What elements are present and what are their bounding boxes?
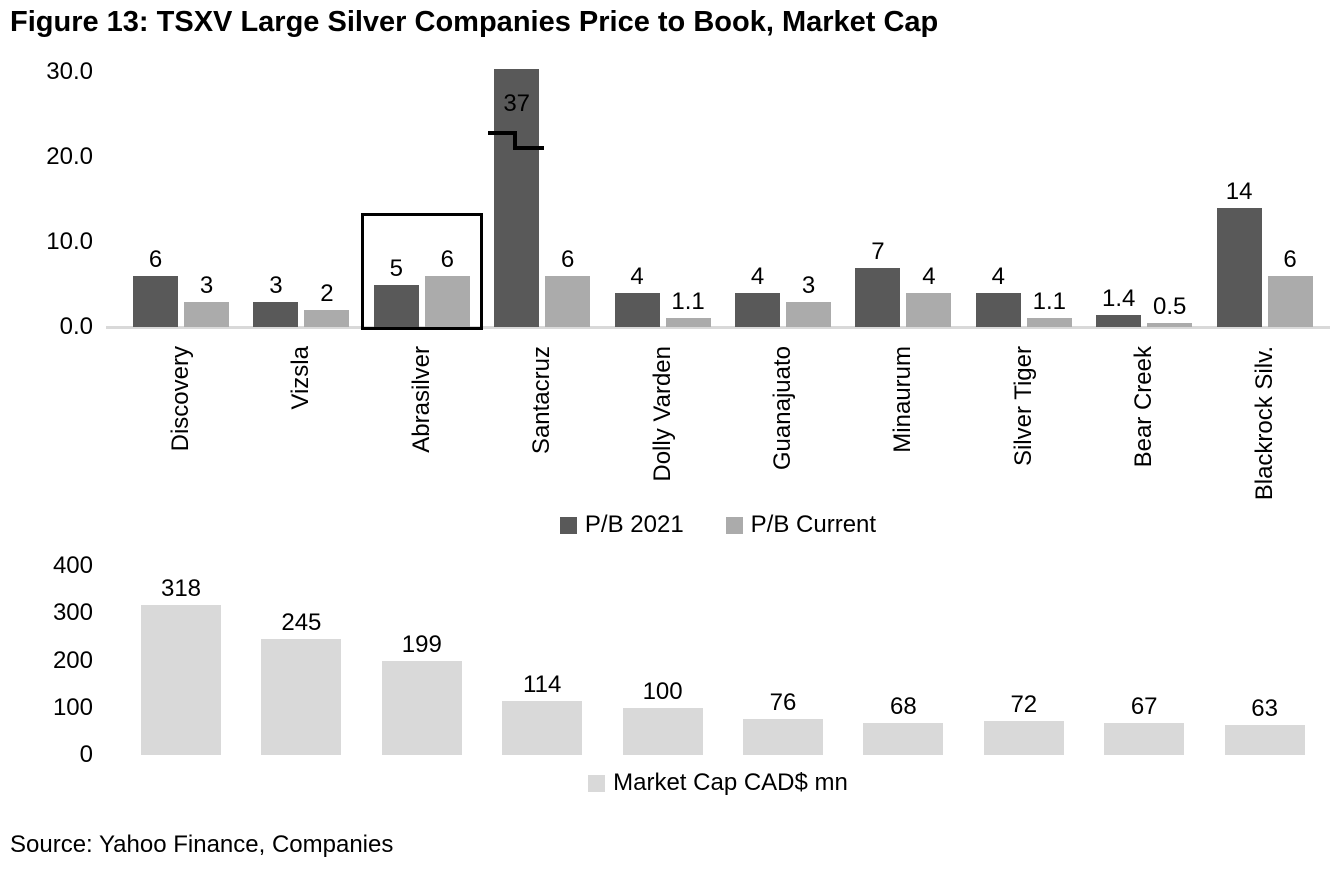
value-label-market-cap-cad-mn-abrasilver: 199: [401, 630, 442, 658]
value-label-p-b-2021-abrasilver: 5: [389, 254, 403, 282]
x-axis-label-bear-creek: Bear Creek: [1130, 346, 1158, 468]
bar-p-b-current-guanajuato: [786, 301, 831, 327]
bar-p-b-2021-silver-tiger: [975, 293, 1021, 327]
axis-break-mark-right: [513, 146, 545, 150]
x-axis-label-discovery: Discovery: [167, 346, 194, 452]
legend-label-p-b-current: P/B Current: [750, 511, 877, 538]
value-label-p-b-current-vizsla: 2: [320, 280, 334, 307]
value-label-p-b-current-blackrock-silv: 6: [1283, 246, 1297, 273]
bar-p-b-2021-santacruz: [494, 69, 540, 327]
legend-label-market-cap-cad-mn: Market Cap CAD$ mn: [613, 769, 848, 796]
legend-item-market-cap-cad-mn: Market Cap CAD$ mn: [588, 769, 848, 797]
bar-market-cap-cad-mn-santacruz: [502, 701, 583, 755]
bar-p-b-current-dolly-varden: [665, 317, 711, 327]
x-axis-label-abrasilver: Abrasilver: [407, 346, 435, 453]
bar-market-cap-cad-mn-discovery: [141, 604, 221, 755]
value-label-market-cap-cad-mn-silver-tiger: 72: [1010, 690, 1038, 718]
bar-p-b-2021-dolly-varden: [614, 293, 660, 327]
bar-p-b-2021-discovery: [133, 276, 178, 327]
bar-market-cap-cad-mn-blackrock-silv: [1224, 725, 1305, 755]
value-label-p-b-current-minaurum: 4: [922, 263, 936, 290]
bar-p-b-current-vizsla: [304, 310, 350, 327]
x-axis-label-blackrock-silv: Blackrock Silv.: [1250, 346, 1278, 501]
legend-item-p-b-2021: P/B 2021: [559, 511, 684, 539]
legend-tsxv-large-silver-companies-price-to-book: P/B 2021 P/B Current: [106, 511, 1330, 539]
value-label-p-b-current-abrasilver: 6: [440, 246, 454, 273]
value-label-p-b-current-santacruz: 6: [561, 246, 575, 273]
x-axis-label-dolly-varden: Dolly Varden: [648, 346, 676, 482]
y-axis-tick-label-10-0: 10.0: [46, 228, 93, 255]
y-axis-tick-label-30-0: 30.0: [46, 58, 93, 85]
axis-break-mark-step: [513, 131, 518, 150]
bar-market-cap-cad-mn-dolly-varden: [622, 707, 703, 755]
y-axis-tick-label-300: 300: [52, 599, 93, 627]
y-axis-tick-label-200: 200: [52, 646, 93, 674]
value-label-market-cap-cad-mn-vizsla: 245: [281, 609, 322, 637]
bar-p-b-2021-vizsla: [253, 301, 299, 327]
x-axis-label-santacruz: Santacruz: [528, 346, 556, 455]
bar-p-b-current-bear-creek: [1147, 322, 1193, 327]
bar-market-cap-cad-mn-bear-creek: [1104, 723, 1185, 755]
legend-label-p-b-2021: P/B 2021: [584, 511, 684, 538]
bar-p-b-current-silver-tiger: [1026, 317, 1072, 327]
x-axis-line: [106, 326, 1330, 329]
bar-p-b-current-santacruz: [545, 276, 591, 327]
x-axis-label-silver-tiger: Silver Tiger: [1009, 346, 1037, 467]
value-label-market-cap-cad-mn-blackrock-silv: 63: [1251, 695, 1278, 723]
bar-p-b-current-blackrock-silv: [1267, 276, 1313, 327]
value-label-p-b-current-discovery: 3: [199, 271, 214, 299]
value-label-market-cap-cad-mn-dolly-varden: 100: [642, 677, 683, 705]
bar-market-cap-cad-mn-abrasilver: [381, 660, 462, 755]
value-label-p-b-2021-guanajuato: 4: [750, 263, 765, 290]
bar-p-b-2021-minaurum: [855, 267, 901, 327]
value-label-p-b-2021-santacruz: 37: [503, 90, 531, 117]
bar-market-cap-cad-mn-guanajuato: [743, 719, 823, 755]
value-label-p-b-2021-discovery: 6: [148, 246, 163, 273]
value-label-p-b-2021-dolly-varden: 4: [630, 263, 644, 290]
value-label-p-b-current-silver-tiger: 1.1: [1032, 287, 1066, 315]
bar-p-b-2021-abrasilver: [373, 284, 419, 327]
bar-p-b-2021-bear-creek: [1096, 315, 1142, 327]
value-label-p-b-2021-minaurum: 7: [871, 237, 885, 265]
legend-swatch-p-b-current: [725, 516, 743, 534]
bar-p-b-2021-blackrock-silv: [1216, 208, 1262, 327]
y-axis-tick-label-0: 0: [79, 741, 93, 768]
x-axis-label-minaurum: Minaurum: [889, 346, 917, 453]
highlight-box-abrasilver: [360, 213, 483, 330]
legend-item-p-b-current: P/B Current: [725, 511, 877, 539]
value-label-p-b-current-bear-creek: 0.5: [1153, 292, 1187, 320]
legend-market-cap: Market Cap CAD$ mn: [106, 769, 1330, 797]
value-label-market-cap-cad-mn-guanajuato: 76: [769, 689, 797, 717]
y-axis-tick-label-0-0: 0.0: [59, 313, 93, 340]
value-label-p-b-current-guanajuato: 3: [801, 271, 816, 299]
bar-p-b-current-abrasilver: [424, 276, 470, 327]
value-label-p-b-2021-bear-creek: 1.4: [1102, 285, 1136, 313]
value-label-p-b-current-dolly-varden: 1.1: [671, 287, 705, 315]
x-axis-label-guanajuato: Guanajuato: [769, 346, 796, 471]
bar-market-cap-cad-mn-silver-tiger: [983, 720, 1064, 755]
value-label-market-cap-cad-mn-discovery: 318: [160, 574, 202, 602]
y-axis-tick-label-400: 400: [52, 552, 93, 579]
value-label-p-b-2021-silver-tiger: 4: [991, 263, 1005, 290]
value-label-p-b-2021-blackrock-silv: 14: [1225, 178, 1253, 205]
value-label-market-cap-cad-mn-bear-creek: 67: [1130, 693, 1158, 721]
bar-p-b-current-minaurum: [906, 293, 952, 327]
axis-break-mark-left: [488, 131, 518, 135]
x-axis-label-vizsla: Vizsla: [287, 346, 315, 410]
bar-p-b-current-discovery: [184, 301, 229, 327]
value-label-market-cap-cad-mn-minaurum: 68: [890, 692, 917, 720]
source-note: Source: Yahoo Finance, Companies: [10, 831, 394, 858]
value-label-market-cap-cad-mn-santacruz: 114: [523, 671, 562, 699]
y-axis-tick-label-100: 100: [52, 693, 93, 721]
figure-title: Figure 13: TSXV Large Silver Companies P…: [10, 6, 939, 38]
legend-swatch-market-cap-cad-mn: [588, 774, 606, 792]
y-axis-tick-label-20-0: 20.0: [46, 143, 93, 170]
bar-p-b-2021-guanajuato: [735, 293, 780, 327]
legend-swatch-p-b-2021: [559, 516, 577, 534]
value-label-p-b-2021-vizsla: 3: [269, 271, 283, 299]
bar-market-cap-cad-mn-vizsla: [261, 639, 342, 755]
bar-market-cap-cad-mn-minaurum: [863, 722, 944, 755]
